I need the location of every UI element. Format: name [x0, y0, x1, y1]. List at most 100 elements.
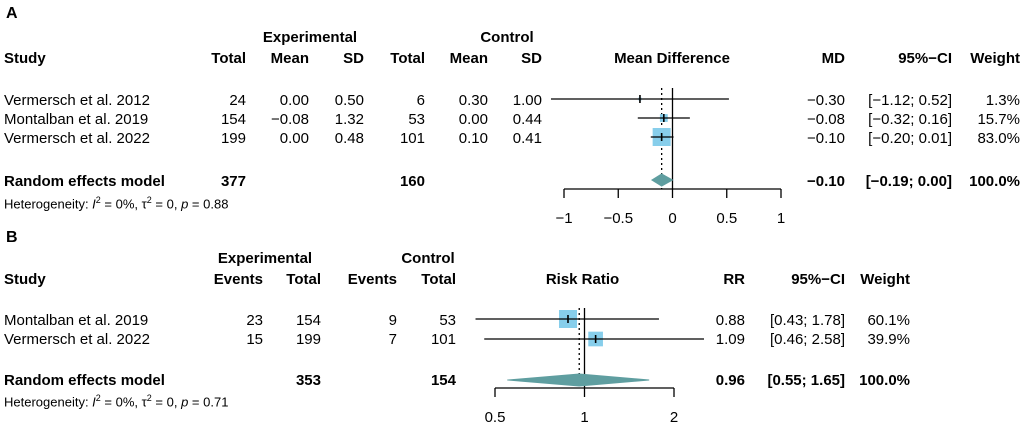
b-pooled-ctrl-total: 154 — [430, 372, 456, 389]
a-het-i2: I — [92, 196, 96, 212]
b-het-i2-val: = 0%, — [100, 394, 142, 410]
b-tick-label: 2 — [669, 409, 679, 426]
b-ci-header: 95%−CI — [791, 271, 845, 288]
a-tick-label: 1 — [776, 210, 786, 227]
b-het-tau-sup: 2 — [146, 393, 152, 403]
b-weight-header: Weight — [860, 271, 910, 288]
a-ci-value: [−1.12; 0.52] — [868, 92, 952, 109]
a-exp-mean: −0.08 — [271, 111, 309, 128]
a-ctrl-sd: 0.44 — [512, 111, 542, 128]
a-ctrl-mean: 0.10 — [458, 130, 488, 147]
a-exp-sd-header: SD — [343, 50, 364, 67]
b-study-name: Vermersch et al. 2022 — [4, 331, 150, 348]
panel-b-label: B — [6, 229, 18, 246]
a-weight-value: 1.3% — [985, 92, 1020, 109]
a-ctrl-total: 101 — [399, 130, 425, 147]
a-md-value: −0.30 — [807, 92, 845, 109]
a-het-p-val: = 0.88 — [188, 196, 229, 212]
a-ctrl-total: 6 — [416, 92, 425, 109]
a-het-tau-val: = 0, — [151, 196, 182, 212]
b-rr-value: 0.88 — [715, 312, 745, 329]
b-experimental-header: Experimental — [217, 250, 313, 267]
a-md-value: −0.08 — [807, 111, 845, 128]
b-pooled-rr: 0.96 — [715, 372, 745, 389]
b-weight-value: 39.9% — [867, 331, 910, 348]
a-exp-sd: 1.32 — [334, 111, 364, 128]
a-exp-total: 154 — [220, 111, 246, 128]
a-het-i2-val: = 0%, — [100, 196, 142, 212]
a-pooled-md: −0.10 — [807, 173, 845, 190]
a-ctrl-mean: 0.00 — [458, 111, 488, 128]
b-het-i2: I — [92, 394, 96, 410]
a-ctrl-total-header: Total — [390, 50, 425, 67]
b-ctrl-events-header: Events — [347, 271, 397, 288]
a-exp-total-header: Total — [211, 50, 246, 67]
a-ctrl-sd-header: SD — [521, 50, 542, 67]
panel-a-label: A — [6, 5, 18, 22]
b-tick-label: 1 — [580, 409, 589, 426]
a-exp-sd: 0.50 — [334, 92, 364, 109]
b-pooled-weight: 100.0% — [859, 372, 910, 389]
a-pooled-ctrl-total: 160 — [399, 173, 425, 190]
b-ctrl-events: 9 — [388, 312, 397, 329]
a-experimental-header: Experimental — [262, 29, 358, 46]
a-het-tau: τ — [141, 196, 147, 212]
a-study-name: Vermersch et al. 2012 — [4, 92, 150, 109]
a-tick-label: 0.5 — [716, 210, 738, 227]
a-ctrl-mean: 0.30 — [458, 92, 488, 109]
b-exp-events: 23 — [246, 312, 263, 329]
b-ctrl-events: 7 — [388, 331, 397, 348]
a-exp-mean: 0.00 — [279, 130, 309, 147]
a-ctrl-mean-header: Mean — [449, 50, 488, 67]
a-tick-label: 0 — [668, 210, 677, 227]
b-rr-header: RR — [723, 271, 745, 288]
b-het-i2-sup: 2 — [95, 393, 101, 403]
b-pooled-label: Random effects model — [4, 372, 165, 389]
b-ctrl-total-header: Total — [421, 271, 456, 288]
b-study-header: Study — [4, 271, 46, 288]
a-exp-total: 24 — [229, 92, 246, 109]
b-exp-total-header: Total — [286, 271, 321, 288]
b-measure-header: Risk Ratio — [545, 271, 620, 288]
b-tick-label: 0.5 — [484, 409, 506, 426]
a-heterogeneity: Heterogeneity: I2 = 0%, τ2 = 0, p = 0.88 — [4, 193, 228, 211]
a-tick-label: −0.5 — [603, 210, 634, 227]
a-pooled-weight: 100.0% — [969, 173, 1020, 190]
a-measure-header: Mean Difference — [614, 50, 730, 67]
a-ci-value: [−0.20; 0.01] — [868, 130, 952, 147]
a-study-name: Montalban et al. 2019 — [4, 111, 149, 128]
b-control-header: Control — [401, 250, 455, 267]
a-ci-header: 95%−CI — [898, 50, 952, 67]
a-exp-mean: 0.00 — [279, 92, 309, 109]
b-pooled-ci: [0.55; 1.65] — [767, 372, 845, 389]
a-het-tau-sup: 2 — [146, 195, 152, 205]
b-ctrl-total: 101 — [430, 331, 456, 348]
a-ci-value: [−0.32; 0.16] — [868, 111, 952, 128]
a-ctrl-sd: 0.41 — [512, 130, 542, 147]
a-het-label: Heterogeneity: — [4, 196, 93, 212]
b-study-name: Montalban et al. 2019 — [4, 312, 149, 329]
a-exp-sd: 0.48 — [334, 130, 364, 147]
a-study-name: Vermersch et al. 2022 — [4, 130, 150, 147]
b-het-p: p — [181, 394, 189, 410]
b-ci-value: [0.46; 2.58] — [769, 331, 845, 348]
b-het-tau-val: = 0, — [151, 394, 182, 410]
b-het-label: Heterogeneity: — [4, 394, 93, 410]
a-weight-value: 83.0% — [977, 130, 1020, 147]
a-control-header: Control — [480, 29, 534, 46]
a-weight-header: Weight — [970, 50, 1020, 67]
a-ctrl-sd: 1.00 — [512, 92, 542, 109]
a-pooled-exp-total: 377 — [220, 173, 246, 190]
b-exp-total: 154 — [295, 312, 321, 329]
b-ci-value: [0.43; 1.78] — [769, 312, 845, 329]
a-pooled-diamond — [650, 173, 674, 187]
b-het-tau: τ — [141, 394, 147, 410]
b-pooled-exp-total: 353 — [295, 372, 321, 389]
b-exp-events-header: Events — [213, 271, 263, 288]
b-weight-value: 60.1% — [867, 312, 910, 329]
a-tick-label: −1 — [555, 210, 573, 227]
a-weight-value: 15.7% — [977, 111, 1020, 128]
a-ctrl-total: 53 — [408, 111, 425, 128]
b-het-p-val: = 0.71 — [188, 394, 229, 410]
